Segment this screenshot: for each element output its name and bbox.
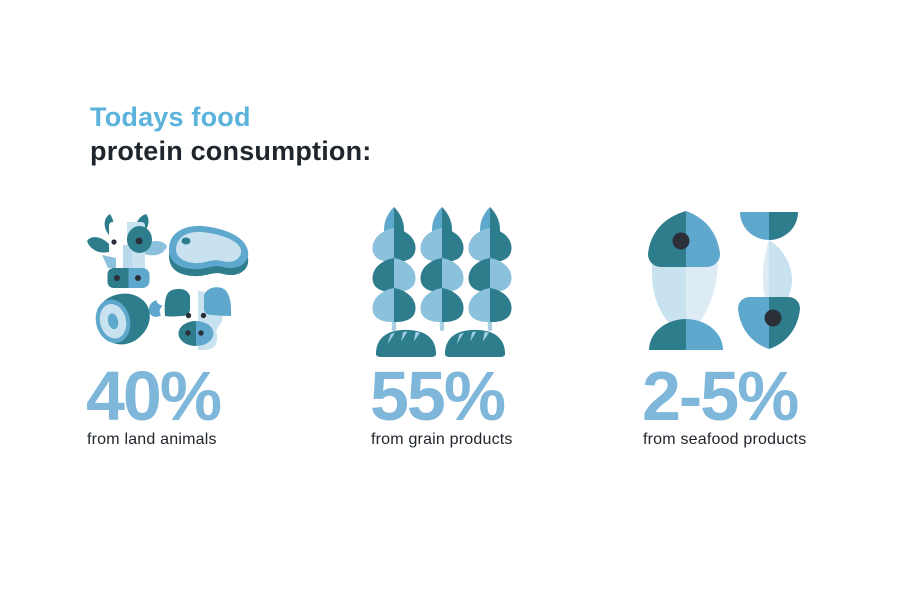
grain-icon-group [370,205,530,358]
stat-label: from land animals [87,431,217,448]
wheat-icon [420,207,464,331]
land-animals-icon-group [86,205,286,358]
stat-label: from seafood products [643,431,807,448]
title-line-1: Todays food [90,102,251,132]
title-line-2: protein consumption: [90,136,372,166]
stat-value: 40% [86,357,222,435]
bread-icon [375,329,437,357]
steak-icon [169,225,249,277]
ham-icon [95,293,163,345]
wheat-icon [468,207,512,331]
bread-icon [444,329,506,357]
cow-icon [87,214,167,288]
page-title: Todays food protein consumption: [90,100,371,168]
stat-value: 55% [370,357,506,435]
fish-up-icon [648,211,723,350]
stat-label: from grain products [371,431,513,448]
seafood-icon-group [642,205,817,358]
fish-down-icon [738,212,800,349]
stat-value: 2-5% [642,357,799,435]
wheat-icon [372,207,416,331]
pig-icon [164,287,232,350]
